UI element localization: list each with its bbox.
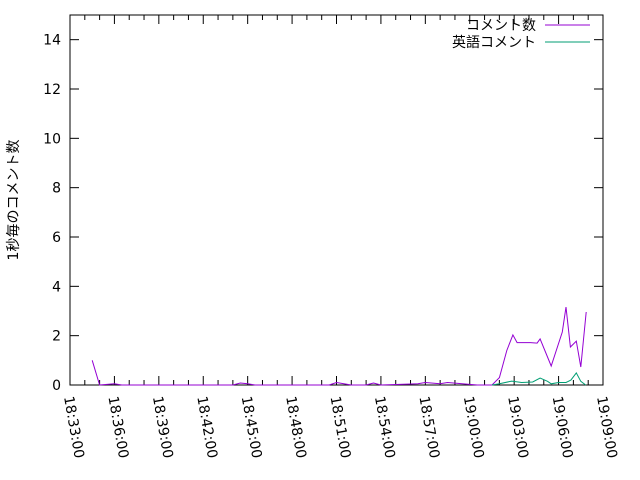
x-tick-label: 18:36:00 <box>104 395 131 460</box>
x-tick-label: 18:57:00 <box>415 395 442 460</box>
y-tick-label: 8 <box>52 181 61 197</box>
x-tick-label: 18:39:00 <box>149 395 176 460</box>
x-tick-label: 18:51:00 <box>327 395 354 460</box>
series-line-1 <box>491 371 587 386</box>
y-tick-label: 0 <box>52 378 61 394</box>
plot-border <box>69 14 604 386</box>
y-tick-label: 14 <box>43 33 61 49</box>
y-tick-label: 10 <box>43 131 61 147</box>
y-tick-label: 2 <box>52 329 61 345</box>
x-tick-label: 18:42:00 <box>193 395 220 460</box>
series-line-0 <box>91 307 587 386</box>
x-tick-label: 19:00:00 <box>460 395 487 460</box>
x-tick-label: 18:45:00 <box>238 395 265 460</box>
x-tick-label: 18:54:00 <box>371 395 398 460</box>
y-tick-label: 6 <box>52 230 61 246</box>
y-axis-label: 1秒毎のコメント数 <box>6 140 22 261</box>
y-tick-label: 12 <box>43 82 61 98</box>
legend-label: 英語コメント <box>452 34 536 51</box>
x-tick-label: 18:33:00 <box>60 395 87 460</box>
x-tick-label: 19:06:00 <box>549 395 576 460</box>
x-tick-label: 18:48:00 <box>282 395 309 460</box>
x-tick-label: 19:03:00 <box>504 395 531 460</box>
y-tick-label: 4 <box>52 279 61 295</box>
legend-label: コメント数 <box>466 18 536 34</box>
x-tick-label: 19:09:00 <box>593 395 620 460</box>
